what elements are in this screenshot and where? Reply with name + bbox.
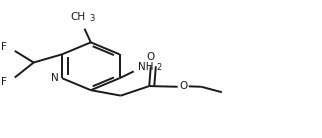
Text: NH: NH bbox=[138, 62, 154, 72]
Text: F: F bbox=[1, 43, 7, 52]
Text: O: O bbox=[147, 52, 155, 62]
Text: 3: 3 bbox=[89, 14, 95, 23]
Text: N: N bbox=[51, 74, 59, 83]
Text: 2: 2 bbox=[156, 63, 162, 72]
Text: CH: CH bbox=[71, 12, 86, 22]
Text: F: F bbox=[1, 77, 7, 87]
Text: O: O bbox=[179, 81, 187, 91]
